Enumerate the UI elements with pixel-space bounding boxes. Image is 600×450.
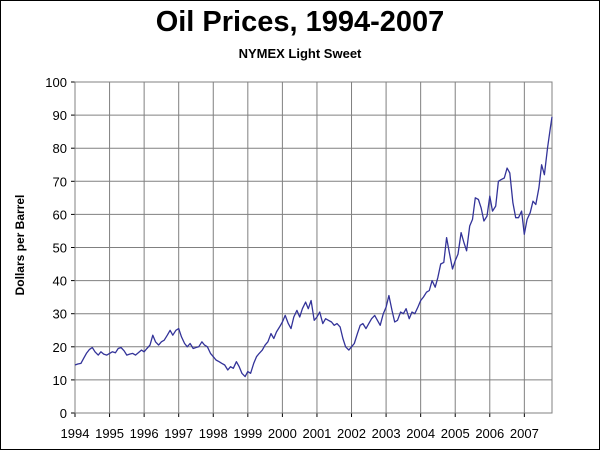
x-tick-label: 2002 xyxy=(337,426,366,441)
plot-area xyxy=(74,81,553,414)
series-layer xyxy=(74,116,553,378)
x-tick-label: 1995 xyxy=(95,426,124,441)
y-tick-label: 10 xyxy=(53,373,67,388)
x-tick-label: 1996 xyxy=(130,426,159,441)
x-tick-label: 2003 xyxy=(372,426,401,441)
x-tick-label: 2000 xyxy=(268,426,297,441)
y-tick-label: 40 xyxy=(53,274,67,289)
y-tick-label: 70 xyxy=(53,174,67,189)
chart-subtitle: NYMEX Light Sweet xyxy=(238,46,362,61)
y-tick-label: 20 xyxy=(53,340,67,355)
y-tick-label: 30 xyxy=(53,307,67,322)
x-tick-label: 2004 xyxy=(406,426,435,441)
x-tick-label: 1994 xyxy=(61,426,90,441)
y-tick-labels: 0 10 20 30 40 50 60 70 80 90 100 xyxy=(45,75,67,421)
y-tick-label: 60 xyxy=(53,207,67,222)
x-tick-label: 2001 xyxy=(302,426,331,441)
y-tick-label: 0 xyxy=(60,406,67,421)
x-tick-labels: 1994 1995 1996 1997 1998 1999 2000 2001 2002 2003… xyxy=(61,426,539,441)
x-tick-label: 2006 xyxy=(475,426,504,441)
x-tick-label: 2007 xyxy=(510,426,539,441)
x-tick-label: 2005 xyxy=(441,426,470,441)
grid-layer xyxy=(71,81,552,417)
x-tick-label: 1998 xyxy=(199,426,228,441)
x-tick-label: 1997 xyxy=(164,426,193,441)
y-tick-label: 50 xyxy=(53,241,67,256)
y-tick-label: 100 xyxy=(45,75,67,90)
y-tick-label: 80 xyxy=(53,141,67,156)
x-tick-label: 1999 xyxy=(233,426,262,441)
chart-title: Oil Prices, 1994-2007 xyxy=(155,6,445,38)
price-series-line xyxy=(74,116,553,378)
y-tick-label: 90 xyxy=(53,108,67,123)
